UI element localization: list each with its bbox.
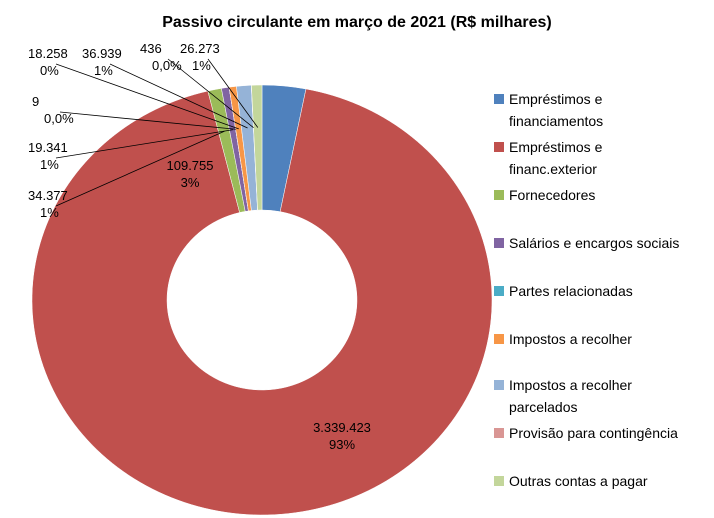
legend-item: Partes relacionadas <box>494 280 633 302</box>
data-label-percent: 1% <box>40 205 59 220</box>
legend-item: Outras contas a pagar <box>494 470 648 492</box>
leader-line <box>55 130 225 207</box>
data-label-value: 26.273 <box>180 41 220 56</box>
leader-line <box>55 63 239 130</box>
data-label-percent: 1% <box>94 63 113 78</box>
data-label-percent: 93% <box>329 437 355 452</box>
data-label-value: 19.341 <box>28 140 68 155</box>
legend-label: Empréstimos e financ.exterior <box>509 139 603 177</box>
legend-item: Empréstimos e financ.exterior <box>494 136 659 180</box>
legend-swatch <box>494 94 504 104</box>
data-label-value: 36.939 <box>82 46 122 61</box>
legend-label: Fornecedores <box>509 187 596 203</box>
legend-swatch <box>494 476 504 486</box>
data-label-value: 18.258 <box>28 46 68 61</box>
leader-line <box>109 63 248 129</box>
legend-item: Provisão para contingência <box>494 422 678 444</box>
legend-item: Empréstimos e financiamentos <box>494 88 659 132</box>
legend-label: Partes relacionadas <box>509 283 633 299</box>
data-label-value: 3.339.423 <box>313 420 371 435</box>
donut-slice <box>251 84 263 211</box>
leader-line <box>167 58 254 128</box>
chart-title: Passivo circulante em março de 2021 (R$ … <box>162 14 552 31</box>
legend-item: Impostos a recolher <box>494 328 632 350</box>
legend-label: Empréstimos e financiamentos <box>509 91 604 129</box>
legend-label: Provisão para contingência <box>509 425 678 441</box>
data-label-percent: 1% <box>40 157 59 172</box>
legend-item: Fornecedores <box>494 184 595 206</box>
legend-swatch <box>494 380 504 390</box>
legend-swatch <box>494 334 504 344</box>
leader-line <box>55 129 233 159</box>
data-label-percent: 0,0% <box>152 58 182 73</box>
legend-label: Outras contas a pagar <box>509 473 648 489</box>
legend-item: Impostos a recolher parcelados <box>494 374 659 418</box>
legend-swatch <box>494 428 504 438</box>
leader-line <box>59 111 236 130</box>
data-label-value: 109.755 <box>167 158 214 173</box>
legend-swatch <box>494 238 504 248</box>
data-label-value: 436 <box>140 41 162 56</box>
legend-swatch <box>494 142 504 152</box>
legend-item: Salários e encargos sociais <box>494 232 679 254</box>
data-label-value: 34.377 <box>28 188 68 203</box>
data-label-percent: 3% <box>181 175 200 190</box>
legend-label: Salários e encargos sociais <box>509 235 680 251</box>
data-label-percent: 0,0% <box>44 111 74 126</box>
legend-swatch <box>494 286 504 296</box>
data-label-percent: 1% <box>192 58 211 73</box>
legend-swatch <box>494 190 504 200</box>
data-label-percent: 0% <box>40 63 59 78</box>
legend-label: Impostos a recolher <box>509 331 632 347</box>
legend-label: Impostos a recolher parcelados <box>509 377 632 415</box>
donut-slice <box>31 88 493 516</box>
leader-line <box>207 58 259 128</box>
data-label-value: 9 <box>32 94 39 109</box>
